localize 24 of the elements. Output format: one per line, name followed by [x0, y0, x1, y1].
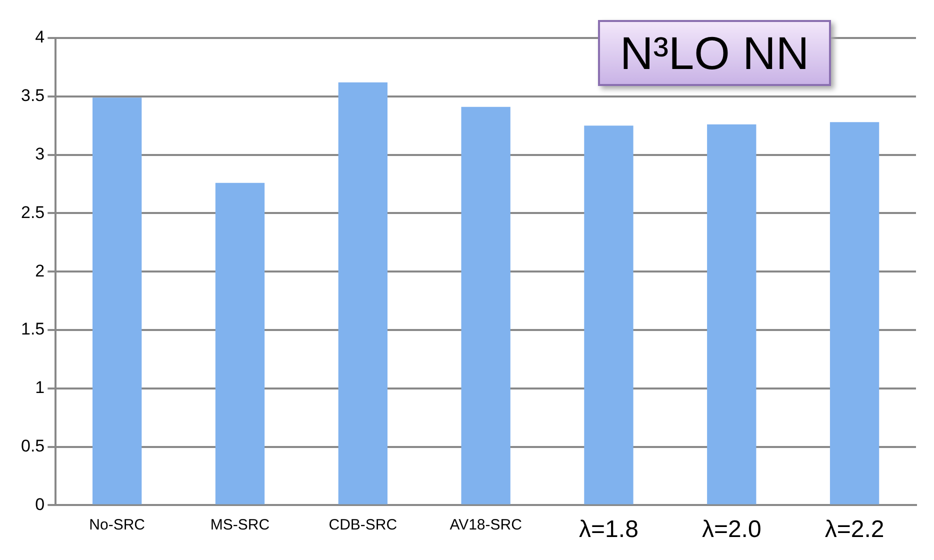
bar	[461, 106, 510, 504]
y-tick-label: 3.5	[20, 86, 45, 106]
y-tick-label: 0	[35, 494, 45, 514]
y-tick-label: 4	[35, 28, 45, 47]
x-tick-label: MS-SRC	[210, 516, 270, 534]
y-tick-label: 3	[35, 144, 45, 164]
y-tick-label: 1.5	[20, 320, 45, 339]
bar	[707, 124, 756, 504]
y-tick-label: 1	[35, 378, 45, 398]
y-tick-label: 0.5	[20, 436, 45, 456]
x-tick-label: No-SRC	[89, 516, 146, 534]
x-tick-label: CDB-SRC	[328, 516, 398, 534]
y-tick-label: 2	[35, 261, 45, 280]
bar	[338, 82, 388, 504]
x-tick-label: λ=2.0	[702, 516, 762, 544]
bar	[584, 126, 634, 504]
bar	[215, 182, 265, 504]
bar	[92, 98, 142, 504]
y-tick-label: 2.5	[20, 202, 45, 222]
bar	[830, 122, 880, 504]
x-tick-label: λ=2.2	[824, 516, 884, 544]
x-tick-label: λ=1.8	[579, 516, 638, 544]
x-tick-label: AV18-SRC	[450, 516, 522, 534]
annotation: N³LO NN	[598, 20, 832, 86]
